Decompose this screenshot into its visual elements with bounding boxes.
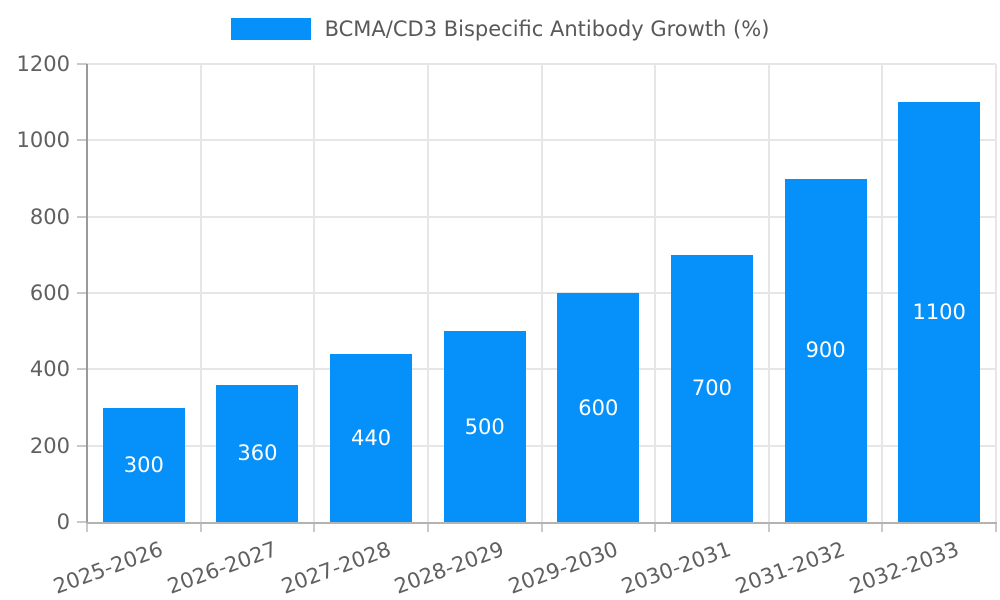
x-tick-mark <box>654 522 657 532</box>
v-gridline <box>767 64 770 522</box>
bar-value-label: 440 <box>351 426 392 450</box>
x-axis-line <box>86 522 997 524</box>
v-gridline <box>313 64 316 522</box>
y-tick-label: 200 <box>29 433 70 458</box>
bar <box>898 102 981 522</box>
x-tick-mark <box>881 522 884 532</box>
v-gridline <box>995 64 997 522</box>
x-tick-label: 2031-2032 <box>732 536 849 599</box>
y-tick-label: 1200 <box>16 52 70 76</box>
x-tick-mark <box>995 522 997 532</box>
y-tick-mark <box>77 215 87 218</box>
v-gridline <box>881 64 884 522</box>
v-gridline <box>199 64 202 522</box>
bar-value-label: 1100 <box>912 300 966 325</box>
x-tick-label: 2030-2031 <box>618 536 735 599</box>
x-tick-label: 2032-2033 <box>845 536 962 599</box>
x-tick-label: 2026-2027 <box>164 536 280 599</box>
bar-value-label: 600 <box>578 395 619 420</box>
y-axis-line <box>86 64 88 522</box>
bar <box>216 384 299 522</box>
v-gridline <box>654 64 657 522</box>
bar <box>670 254 753 522</box>
v-gridline <box>426 64 429 522</box>
y-tick-label: 600 <box>29 281 70 305</box>
legend-swatch <box>230 18 311 40</box>
legend-label: BCMA/CD3 Bispecific Antibody Growth (%) <box>324 17 770 41</box>
y-tick-mark <box>77 292 87 294</box>
x-tick-mark <box>767 522 770 532</box>
bar-value-label: 360 <box>237 441 278 466</box>
x-tick-label: 2029-2030 <box>505 536 621 599</box>
x-tick-label: 2027-2028 <box>277 536 394 599</box>
x-tick-mark <box>199 522 202 532</box>
y-tick-label: 400 <box>29 357 70 382</box>
bar <box>330 354 413 522</box>
y-tick-mark <box>77 444 87 447</box>
x-tick-label: 2028-2029 <box>391 536 508 599</box>
bar-value-label: 700 <box>691 376 732 401</box>
bar-value-label: 500 <box>464 414 505 439</box>
bar-value-label: 900 <box>805 338 846 363</box>
x-tick-label: 2025-2026 <box>50 536 167 599</box>
y-tick-mark <box>77 521 87 523</box>
y-tick-mark <box>77 139 87 142</box>
y-tick-label: 800 <box>29 204 70 229</box>
bar <box>557 293 640 522</box>
bar <box>443 331 526 522</box>
bar-value-label: 300 <box>123 452 164 477</box>
y-tick-mark <box>77 368 87 371</box>
y-tick-mark <box>77 63 87 65</box>
bar <box>102 407 185 522</box>
y-tick-label: 1000 <box>16 128 70 153</box>
bar <box>784 178 867 522</box>
v-gridline <box>540 64 543 522</box>
legend: BCMA/CD3 Bispecific Antibody Growth (%) <box>0 17 1000 41</box>
y-tick-label: 0 <box>56 510 70 534</box>
x-tick-mark <box>426 522 429 532</box>
x-tick-mark <box>86 522 88 532</box>
x-tick-mark <box>540 522 543 532</box>
x-tick-mark <box>313 522 316 532</box>
